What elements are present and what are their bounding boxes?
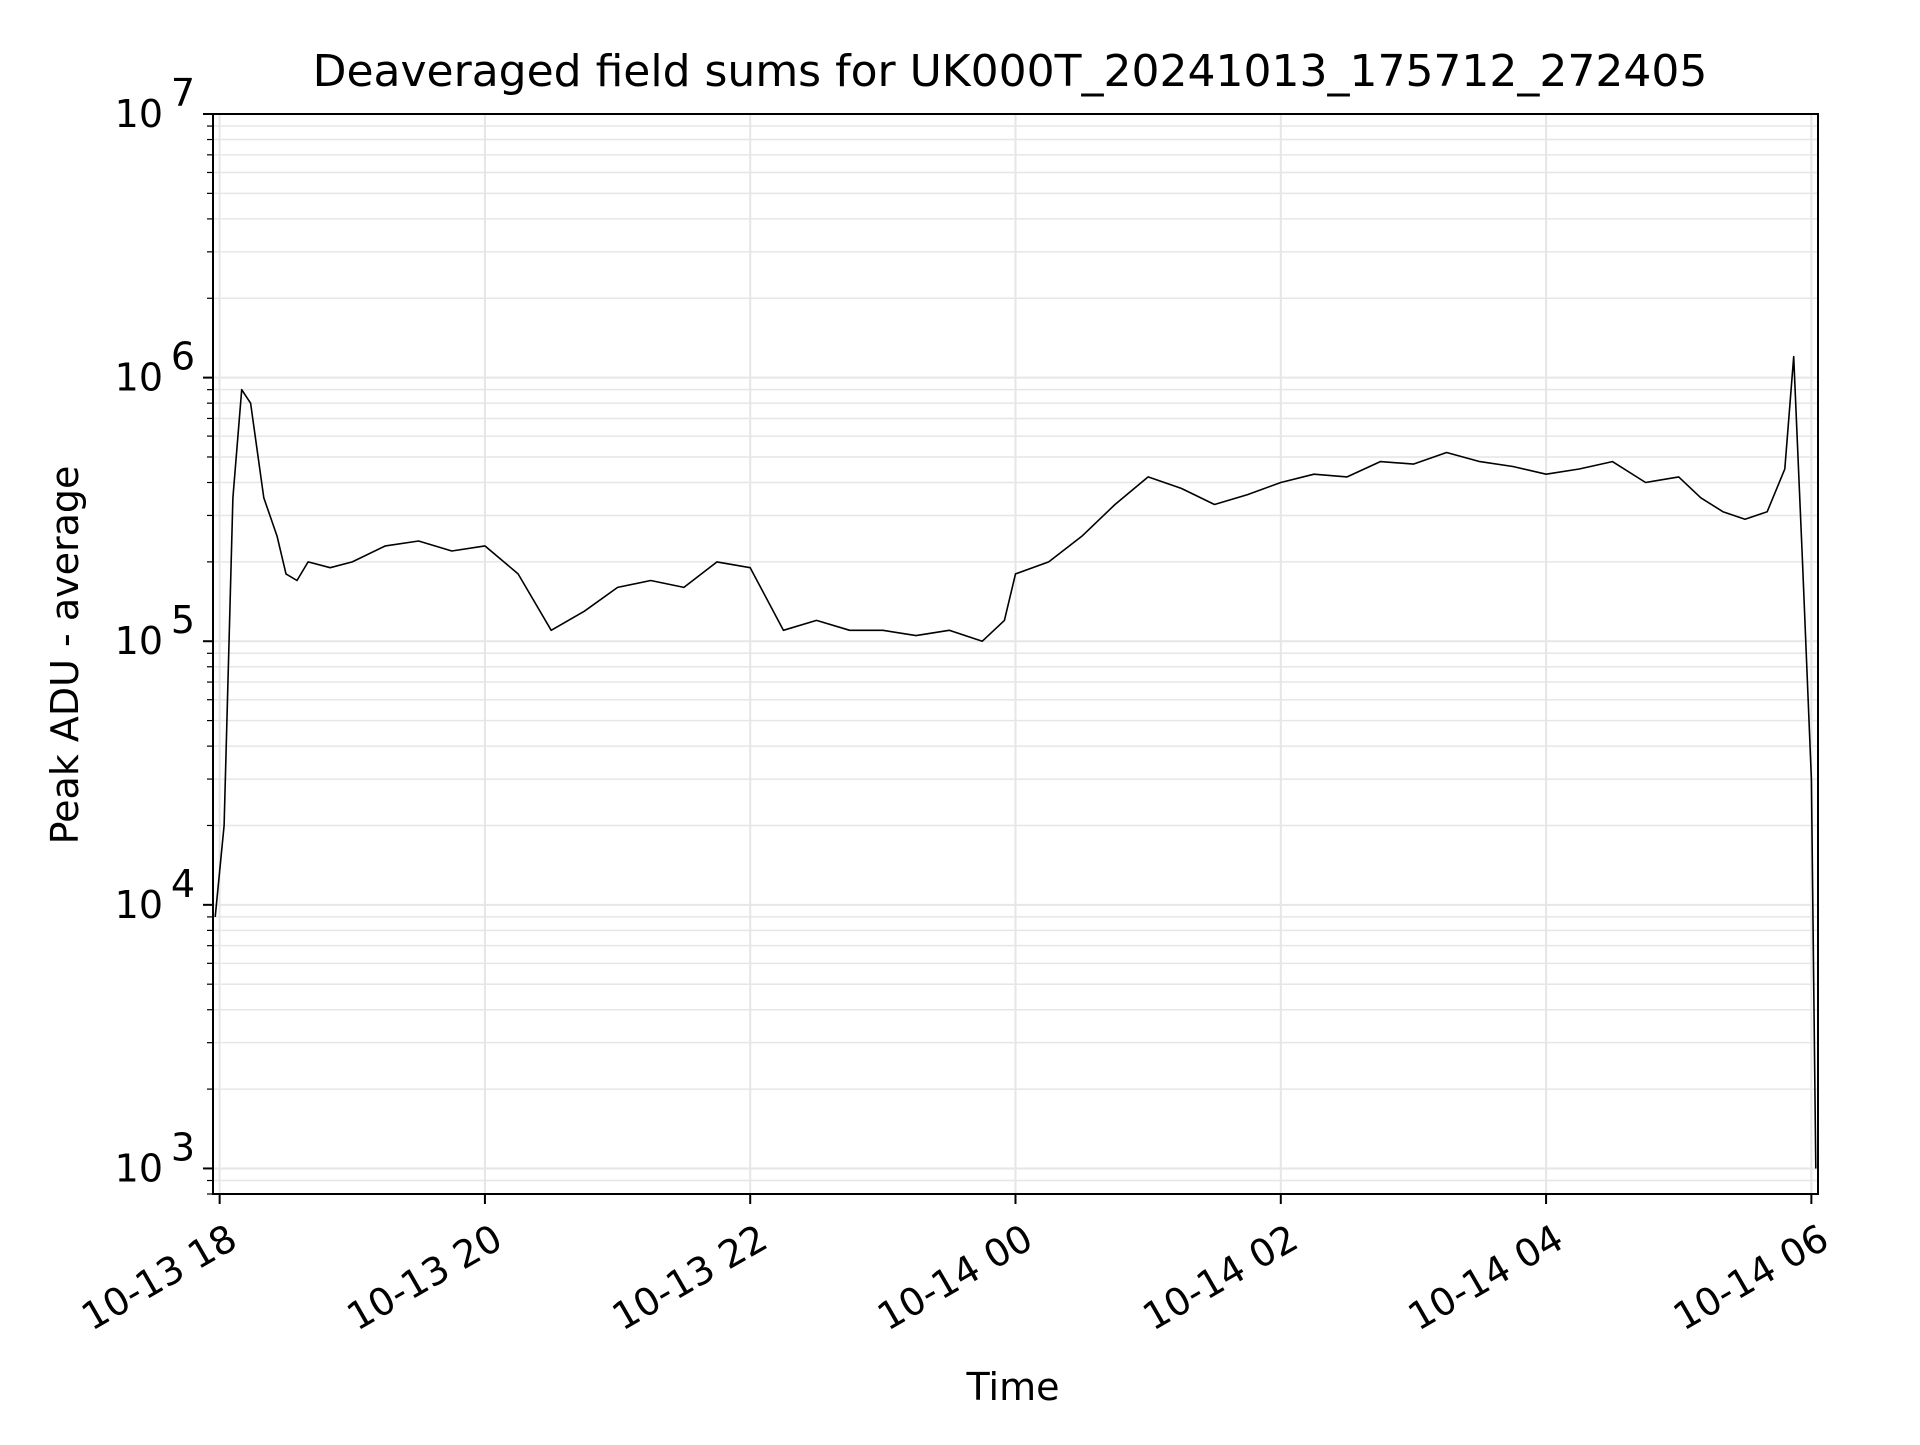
y-tick-label: 10 [115, 92, 163, 136]
y-tick-label: 10 [115, 883, 163, 927]
y-tick-label: 10 [115, 356, 163, 400]
y-tick-label: 10 [115, 1146, 163, 1190]
y-tick-exponent: 4 [171, 862, 195, 906]
y-tick-label: 10 [115, 619, 163, 663]
y-tick-exponent: 3 [171, 1125, 195, 1169]
y-tick-exponent: 6 [171, 335, 195, 379]
y-tick-exponent: 5 [171, 598, 195, 642]
chart-title: Deaveraged field sums for UK000T_2024101… [313, 46, 1708, 97]
y-tick-exponent: 7 [171, 71, 195, 115]
x-axis-label: Time [966, 1365, 1060, 1409]
y-axis-label: Peak ADU - average [43, 466, 87, 845]
